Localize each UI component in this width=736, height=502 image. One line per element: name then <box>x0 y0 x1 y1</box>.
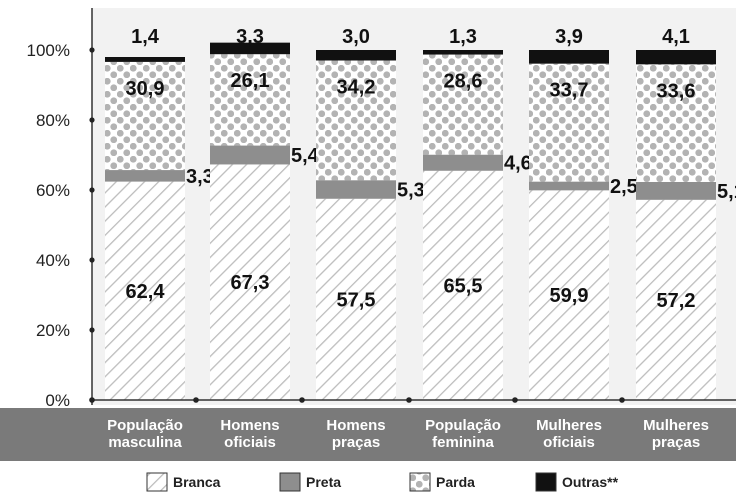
bar-preta <box>210 145 290 165</box>
x-axis-dot <box>89 397 95 403</box>
bar-preta <box>423 154 503 171</box>
category-label: Homens <box>220 417 279 434</box>
data-label-parda: 26,1 <box>231 70 270 92</box>
data-label-branca: 62,4 <box>126 281 166 303</box>
bar-preta <box>105 170 185 182</box>
data-label-outras: 4,1 <box>662 26 690 48</box>
bar-branca <box>316 198 396 400</box>
bar-branca <box>210 164 290 400</box>
data-label-parda: 34,2 <box>337 77 376 99</box>
bar-parda <box>529 63 609 182</box>
data-label-preta: 2,5 <box>610 176 638 198</box>
y-tick-label: 20% <box>36 321 70 340</box>
data-label-preta: 5,1 <box>717 181 736 203</box>
legend-label-outras: Outras** <box>562 474 619 490</box>
x-axis-dot <box>619 397 625 403</box>
bar-preta <box>636 181 716 200</box>
y-tick-label: 0% <box>45 391 70 410</box>
bar-parda <box>423 54 503 155</box>
y-tick-label: 100% <box>27 41 70 60</box>
legend-label-preta: Preta <box>306 474 341 490</box>
legend-label-branca: Branca <box>173 474 221 490</box>
y-tick-mark <box>89 47 95 53</box>
legend-swatch-branca <box>146 472 168 492</box>
bar-branca <box>529 190 609 400</box>
bar-parda <box>636 64 716 182</box>
bar-branca <box>636 199 716 400</box>
bar-outras <box>636 50 716 65</box>
data-label-preta: 5,4 <box>291 145 320 167</box>
category-label: oficiais <box>224 434 276 451</box>
category-label: masculina <box>108 434 182 451</box>
legend-label-parda: Parda <box>436 474 475 490</box>
y-tick-label: 60% <box>36 181 70 200</box>
x-axis-dot <box>193 397 199 403</box>
bar-preta <box>529 181 609 191</box>
category-label: Homens <box>326 417 385 434</box>
data-label-preta: 4,6 <box>504 153 532 175</box>
bars: 62,4 3,3 30,9 1,4 67,3 5,4 26,1 3,3 57,5 5,3 34,2 3… <box>105 26 736 400</box>
bar-outras <box>423 50 503 55</box>
data-label-branca: 67,3 <box>231 272 270 294</box>
bar-outras <box>210 42 290 55</box>
plot-background <box>92 8 736 405</box>
data-label-parda: 33,7 <box>550 80 589 102</box>
x-axis-separators <box>89 397 625 403</box>
x-axis-dot <box>406 397 412 403</box>
data-label-outras: 3,3 <box>236 26 264 48</box>
y-tick-mark <box>89 257 95 263</box>
category-band <box>0 408 736 461</box>
data-label-outras: 3,9 <box>555 26 583 48</box>
data-label-parda: 33,6 <box>657 80 696 102</box>
bar-parda <box>210 54 290 146</box>
category-label: praças <box>332 434 380 451</box>
data-label-preta: 3,3 <box>186 166 214 188</box>
data-label-branca: 57,2 <box>657 290 696 312</box>
data-label-parda: 30,9 <box>126 78 165 100</box>
y-tick-label: 40% <box>36 251 70 270</box>
x-axis-dot <box>299 397 305 403</box>
category-label: praças <box>652 434 700 451</box>
category-label: feminina <box>432 434 494 451</box>
bar-parda <box>316 60 396 181</box>
bar-branca <box>423 170 503 400</box>
y-axis-ticks: 0% 20% 40% 60% 80% 100% <box>27 41 95 410</box>
y-tick-mark <box>89 117 95 123</box>
x-axis-dot <box>512 397 518 403</box>
y-tick-mark <box>89 187 95 193</box>
category-labels: PopulaçãomasculinaHomensoficiaisHomenspr… <box>107 417 709 451</box>
data-label-branca: 57,5 <box>337 289 376 311</box>
legend-swatch-parda <box>409 472 431 492</box>
bar-preta <box>316 180 396 199</box>
legend-swatch-outras <box>535 472 557 492</box>
category-label: Mulheres <box>643 417 709 434</box>
category-label: População <box>425 417 501 434</box>
category-label: População <box>107 417 183 434</box>
data-label-outras: 1,3 <box>449 26 477 48</box>
bar-outras <box>529 50 609 64</box>
data-label-parda: 28,6 <box>444 71 483 93</box>
y-tick-label: 80% <box>36 111 70 130</box>
data-label-preta: 5,3 <box>397 179 425 201</box>
bar-outras <box>316 50 396 61</box>
category-label: oficiais <box>543 434 595 451</box>
data-label-branca: 59,9 <box>550 285 589 307</box>
bar-parda <box>105 61 185 171</box>
category-label: Mulheres <box>536 417 602 434</box>
data-label-outras: 1,4 <box>131 26 160 48</box>
data-label-outras: 3,0 <box>342 26 370 48</box>
bar-outras <box>105 57 185 62</box>
legend: Branca Preta Parda Outras** <box>146 472 619 492</box>
bar-branca <box>105 181 185 400</box>
legend-swatch-preta <box>279 472 301 492</box>
y-tick-mark <box>89 327 95 333</box>
data-label-branca: 65,5 <box>444 275 483 297</box>
